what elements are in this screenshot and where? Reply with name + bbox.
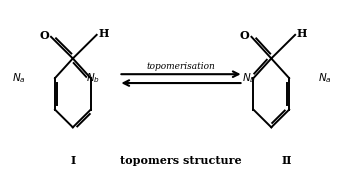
Text: O: O [39, 30, 49, 41]
Text: H: H [297, 28, 307, 39]
Text: $N_a$: $N_a$ [12, 71, 26, 85]
Text: $N_a$: $N_a$ [318, 71, 332, 85]
Text: II: II [282, 155, 292, 166]
Text: $N_b$: $N_b$ [243, 71, 256, 85]
Text: I: I [70, 155, 75, 166]
Text: topomers structure: topomers structure [120, 155, 242, 166]
Text: topomerisation: topomerisation [147, 62, 215, 71]
Text: $N_b$: $N_b$ [86, 71, 100, 85]
Text: H: H [98, 28, 109, 39]
Text: O: O [240, 30, 249, 41]
